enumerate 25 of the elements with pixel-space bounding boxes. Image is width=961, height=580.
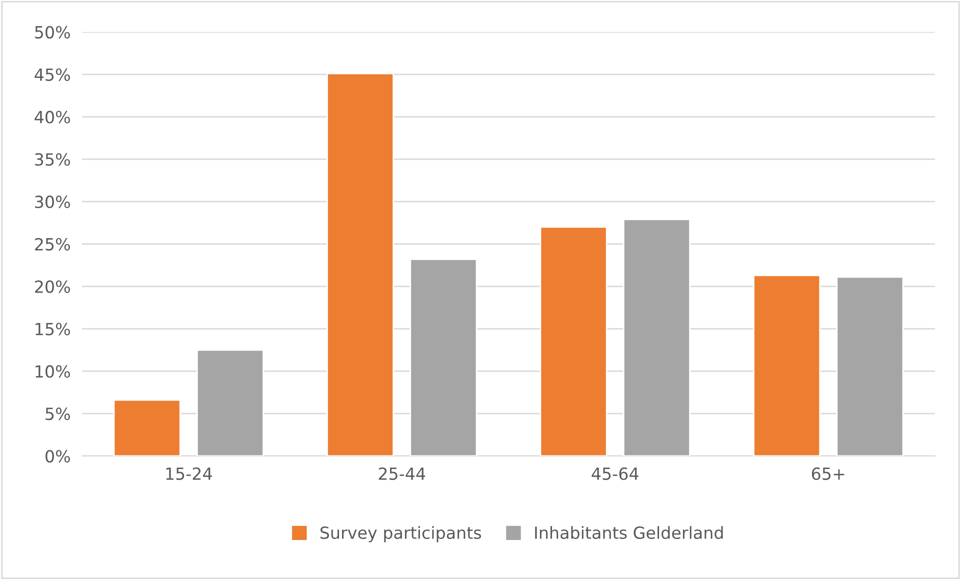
x-tick-label: 25-44 — [378, 467, 426, 480]
x-tick-label: 45-64 — [592, 467, 638, 480]
y-tick-label: 50% — [35, 26, 70, 39]
y-tick-label: 20% — [35, 280, 70, 293]
bar — [410, 258, 478, 456]
y-tick-label: 40% — [34, 110, 70, 124]
y-tick-label: 35% — [35, 153, 70, 166]
y-tick-label: 45% — [34, 68, 70, 81]
y-tick-label: 5% — [46, 408, 70, 420]
x-tick-label: 15-24 — [166, 467, 212, 480]
bar — [836, 276, 904, 456]
x-tick-label: 65+ — [812, 467, 844, 480]
bar — [622, 218, 690, 456]
y-tick-label: 25% — [35, 238, 70, 251]
bar — [540, 226, 608, 456]
y-tick-label: 30% — [35, 196, 70, 208]
bar — [196, 349, 264, 456]
y-tick-label: 0% — [46, 450, 70, 463]
bar — [326, 72, 394, 456]
bar — [753, 274, 821, 456]
bar — [113, 399, 181, 456]
y-tick-label: 10% — [36, 365, 70, 378]
y-tick-label: 15% — [36, 322, 70, 336]
legend-label: Survey participants — [320, 526, 482, 542]
legend-label: Inhabitants Gelderland — [535, 526, 723, 540]
